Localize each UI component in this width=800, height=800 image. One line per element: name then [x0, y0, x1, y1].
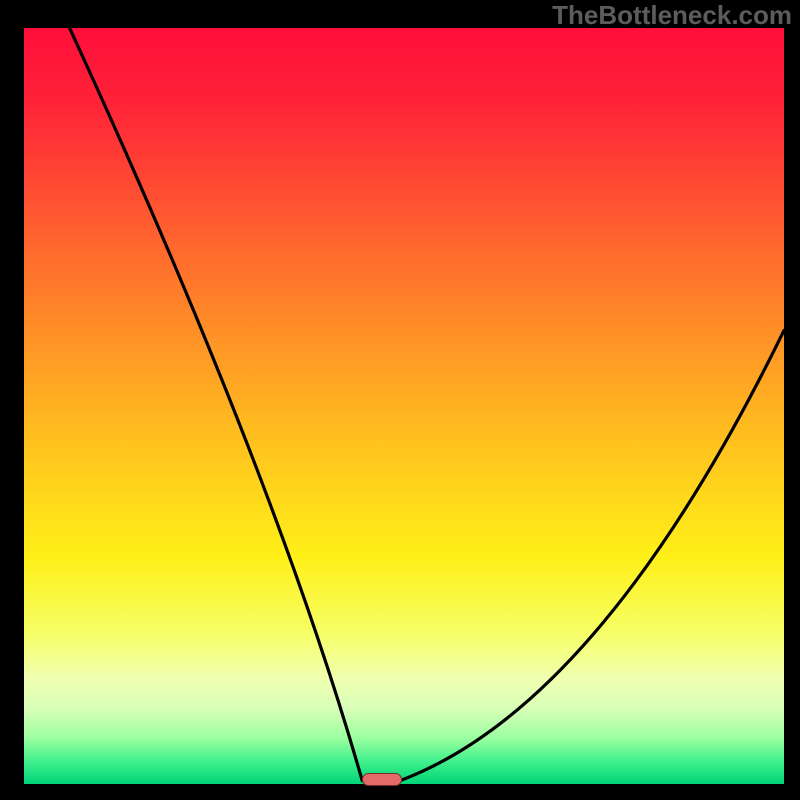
optimum-marker [362, 773, 402, 786]
bottleneck-curve [0, 0, 800, 800]
chart-frame: TheBottleneck.com [0, 0, 800, 800]
